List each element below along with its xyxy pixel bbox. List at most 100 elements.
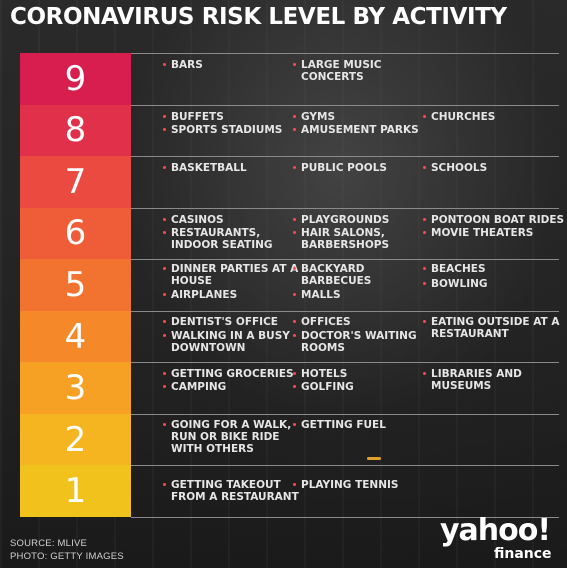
bullet-dot: [163, 166, 166, 170]
photo-credit: PHOTO: GETTY IMAGES: [10, 551, 124, 562]
bullet-dot: [293, 230, 296, 234]
activity-item: BASKETBALL: [171, 162, 247, 174]
activity-item: PLAYING TENNIS: [301, 479, 398, 491]
risk-level-7: 7: [20, 156, 131, 208]
activity-item: SPORTS STADIUMS: [171, 124, 282, 136]
activity-item-line: SCHOOLS: [431, 162, 488, 175]
activity-item-line: AIRPLANES: [171, 289, 238, 302]
bullet-dot: [293, 422, 296, 426]
activity-item-line: SPORTS STADIUMS: [171, 123, 283, 136]
bullet-dot: [163, 372, 166, 376]
activity-item: MOVIE THEATERS: [431, 227, 533, 239]
bullet-dot: [423, 217, 426, 221]
activity-item: SCHOOLS: [431, 162, 487, 174]
activity-item: MALLS: [301, 289, 341, 301]
bullet-dot: [423, 372, 426, 376]
activity-item-line: GOING FOR A WALK,: [171, 418, 292, 431]
activity-item-line: PUBLIC POOLS: [301, 162, 387, 175]
bullet-dot: [163, 483, 166, 487]
activity-item: DOCTOR'S WAITING ROOMS: [301, 330, 417, 354]
row-divider: [131, 156, 559, 158]
bullet-dot: [293, 319, 296, 323]
bullet-dot: [163, 114, 166, 118]
activity-item-line: WALKING IN A BUSY: [171, 329, 290, 342]
bullet-dot: [423, 166, 426, 170]
activity-item-line: INDOOR SEATING: [171, 238, 273, 251]
activity-item: EATING OUTSIDE AT A RESTAURANT: [431, 316, 560, 340]
risk-level-9: 9: [20, 53, 131, 105]
risk-level-6: 6: [20, 207, 131, 260]
bullet-dot: [293, 63, 296, 66]
activity-item: PONTOON BOAT RIDES: [431, 214, 564, 226]
activity-item-line: DOWNTOWN: [171, 341, 246, 354]
activity-item-line: HOTELS: [301, 368, 348, 381]
activity-item: GETTING GROCERIES: [171, 368, 294, 380]
bullet-dot: [293, 385, 296, 389]
bullet-dot: [163, 422, 166, 426]
bullet-dot: [423, 267, 426, 271]
bullet-dot: [163, 333, 166, 337]
activity-item: OFFICES: [301, 316, 351, 328]
row-divider: [131, 104, 559, 106]
row-divider: [131, 516, 559, 518]
activity-item-line: BARBECUES: [301, 275, 372, 288]
activity-item: GOING FOR A WALK, RUN OR BIKE RIDE WITH OT…: [171, 419, 291, 455]
activity-item-line: HAIR SALONS,: [301, 226, 385, 239]
bullet-dot: [423, 319, 426, 323]
activity-item-line: GETTING TAKEOUT: [171, 479, 281, 492]
activity-item-line: RESTAURANT: [431, 327, 509, 340]
bullet-dot: [293, 114, 296, 118]
activity-item: GYMS: [301, 111, 335, 123]
decorative-dash: [367, 457, 381, 460]
bullet-dot: [293, 217, 296, 221]
activity-item: BOWLING: [431, 278, 488, 290]
activity-item-line: CASINOS: [171, 213, 224, 226]
activity-item: CASINOS: [171, 214, 224, 226]
activity-item-line: OFFICES: [301, 315, 351, 328]
activity-item-line: LIBRARIES AND: [431, 368, 522, 381]
row-divider: [131, 310, 559, 312]
activity-item-line: FROM A RESTAURANT: [171, 491, 299, 504]
activity-item-line: CONCERTS: [301, 71, 364, 83]
bullet-dot: [163, 127, 166, 131]
activity-item-line: BARS: [171, 59, 203, 71]
row-divider: [131, 53, 559, 54]
bullet-dot: [293, 333, 296, 337]
bullet-dot: [423, 114, 426, 118]
activity-item-line: GYMS: [301, 110, 336, 123]
activity-item-line: ROOMS: [301, 341, 345, 354]
bullet-dot: [423, 230, 426, 234]
row-divider: [131, 413, 559, 415]
activity-item-line: RUN OR BIKE RIDE: [171, 430, 280, 443]
bullet-dot: [293, 267, 296, 271]
activity-item-line: WITH OTHERS: [171, 442, 254, 455]
bullet-dot: [163, 319, 166, 323]
activity-item: LARGE MUSIC CONCERTS: [301, 59, 382, 83]
bullet-dot: [293, 166, 296, 170]
activity-item: LIBRARIES AND MUSEUMS: [431, 368, 522, 392]
bullet-dot: [293, 127, 296, 131]
activity-item: WALKING IN A BUSY DOWNTOWN: [171, 330, 290, 354]
bullet-dot: [163, 217, 166, 221]
yahoo-logo: yahoo!: [440, 513, 551, 548]
activity-item-line: BOWLING: [431, 278, 488, 291]
activity-item: CHURCHES: [431, 111, 495, 123]
bullet-dot: [293, 372, 296, 376]
bullet-dot: [163, 293, 166, 297]
bullet-dot: [163, 267, 166, 271]
activity-item: BARS: [171, 59, 203, 71]
source-credit: SOURCE: MLIVE: [10, 538, 88, 549]
activity-item-line: GETTING GROCERIES: [171, 368, 294, 381]
bullet-dot: [293, 483, 296, 487]
risk-level-3: 3: [20, 362, 131, 414]
activity-item: GOLFING: [301, 381, 354, 393]
risk-level-8: 8: [20, 104, 131, 157]
activity-item: AMUSEMENT PARKS: [301, 124, 419, 136]
activity-item-line: BEACHES: [431, 263, 486, 276]
bullet-dot: [163, 63, 166, 66]
activity-item: BUFFETS: [171, 111, 224, 123]
row-divider: [131, 362, 559, 364]
row-divider: [131, 259, 559, 261]
activity-item-line: LARGE MUSIC: [301, 59, 382, 71]
activity-item-line: MALLS: [301, 289, 341, 302]
